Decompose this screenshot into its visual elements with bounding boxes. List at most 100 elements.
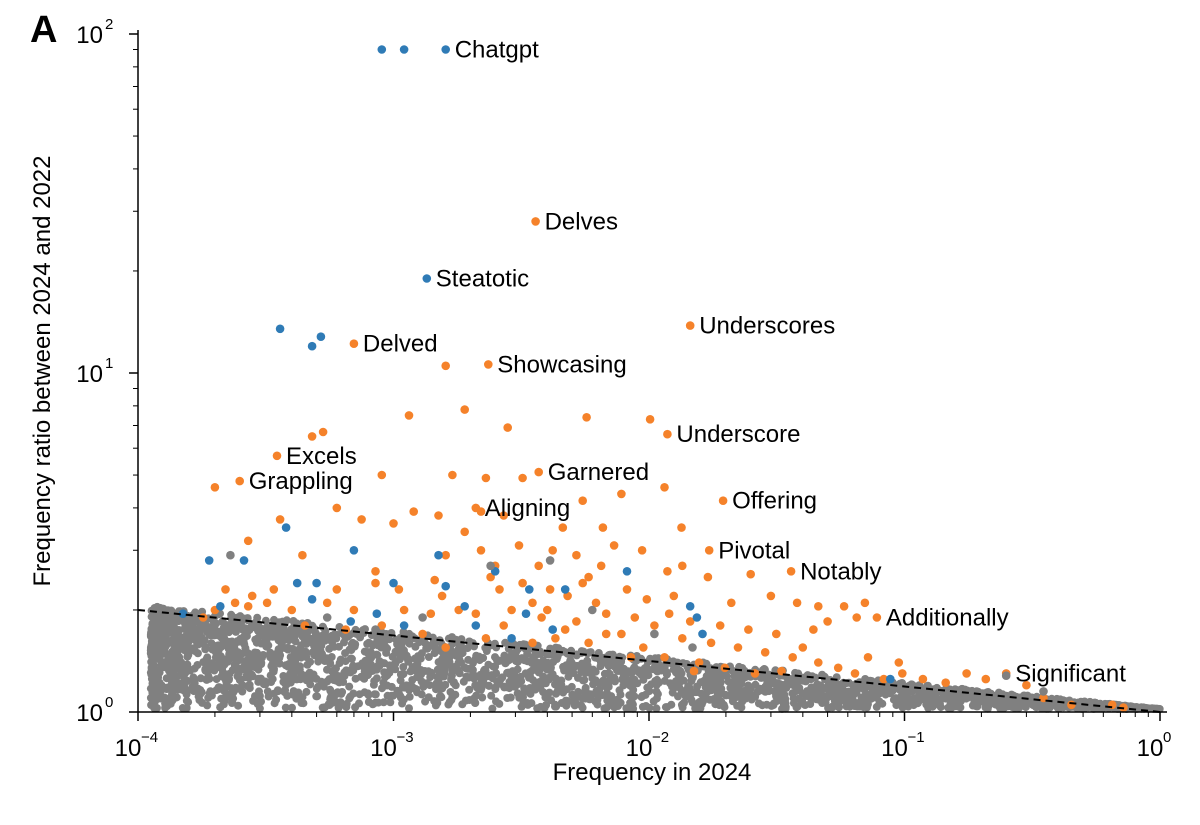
background-point xyxy=(461,696,470,705)
background-point xyxy=(383,644,392,653)
background-point xyxy=(614,657,623,666)
data-point-gray xyxy=(1039,687,1048,696)
data-point-blue xyxy=(204,556,214,565)
background-point xyxy=(190,635,199,644)
background-point xyxy=(177,658,186,667)
data-point-orange xyxy=(322,598,332,608)
background-point xyxy=(347,665,356,674)
data-point-orange xyxy=(272,451,282,461)
background-point xyxy=(297,641,306,650)
data-point-orange xyxy=(243,536,253,546)
data-point-blue xyxy=(525,585,534,594)
background-point xyxy=(325,644,334,653)
background-point xyxy=(876,699,885,708)
x-tick-exponent: −3 xyxy=(397,729,414,746)
background-point xyxy=(831,691,840,700)
background-point xyxy=(230,660,239,669)
data-point-orange xyxy=(941,678,950,687)
background-point xyxy=(212,675,221,684)
background-point xyxy=(506,693,515,702)
background-point xyxy=(615,663,624,672)
background-point xyxy=(349,689,358,698)
background-point xyxy=(189,619,198,628)
background-point xyxy=(654,678,663,687)
background-point xyxy=(284,643,293,652)
word-label: Garnered xyxy=(548,459,649,486)
background-point xyxy=(653,690,662,699)
background-point xyxy=(263,687,272,696)
background-point xyxy=(724,677,733,686)
background-point xyxy=(536,702,545,711)
background-point xyxy=(641,690,650,699)
data-point-orange xyxy=(809,625,818,634)
background-point xyxy=(637,670,645,679)
word-label: Delves xyxy=(545,208,618,235)
data-point-orange xyxy=(898,669,907,678)
background-point xyxy=(927,686,936,695)
background-point xyxy=(372,650,381,659)
data-point-gray xyxy=(371,625,380,634)
data-point-orange xyxy=(558,523,568,532)
background-point xyxy=(602,683,611,692)
background-point xyxy=(471,681,480,690)
background-point xyxy=(606,658,615,667)
background-point xyxy=(302,676,311,685)
background-point xyxy=(738,670,747,678)
background-point xyxy=(189,687,198,696)
background-point xyxy=(798,697,807,706)
word-label: Additionally xyxy=(886,605,1009,632)
data-point-orange xyxy=(660,653,669,662)
data-point-orange xyxy=(481,473,491,483)
data-point-orange xyxy=(460,527,470,537)
data-point-orange xyxy=(798,643,808,652)
background-point xyxy=(375,662,384,670)
data-point-orange xyxy=(528,598,537,608)
background-point xyxy=(732,687,741,696)
background-point xyxy=(716,672,725,681)
background-point xyxy=(674,692,682,701)
background-point xyxy=(364,698,373,706)
data-point-orange xyxy=(349,339,359,349)
background-point xyxy=(704,666,713,675)
data-point-orange xyxy=(495,585,504,594)
background-point xyxy=(223,682,232,691)
x-axis-label: Frequency in 2024 xyxy=(553,759,752,786)
data-point-orange xyxy=(918,674,928,684)
background-point xyxy=(708,678,717,687)
background-point xyxy=(640,664,649,673)
data-point-orange xyxy=(210,483,220,492)
data-point-orange xyxy=(298,550,307,560)
background-point xyxy=(312,647,321,656)
background-point xyxy=(730,672,739,681)
background-point xyxy=(579,676,588,685)
background-point xyxy=(482,647,491,655)
background-point xyxy=(692,688,701,697)
data-point-orange xyxy=(663,429,672,439)
background-point xyxy=(394,645,403,654)
background-point xyxy=(478,693,487,702)
data-point-blue xyxy=(377,45,387,54)
background-point xyxy=(225,654,234,663)
background-point xyxy=(773,679,782,688)
data-point-orange xyxy=(537,613,546,622)
data-point-orange xyxy=(578,496,587,506)
background-point xyxy=(355,699,363,708)
background-point xyxy=(281,661,290,670)
background-point xyxy=(1077,704,1086,713)
background-point xyxy=(606,673,615,682)
background-point xyxy=(397,693,405,702)
background-point xyxy=(759,673,768,682)
word-label: Excels xyxy=(286,443,357,470)
background-point xyxy=(510,670,519,679)
data-point-orange xyxy=(622,585,632,594)
background-point xyxy=(272,650,281,658)
background-point xyxy=(445,658,454,667)
data-point-orange xyxy=(499,511,509,520)
data-point-blue xyxy=(441,45,451,54)
background-point xyxy=(490,640,499,649)
background-point xyxy=(909,694,918,703)
y-tick-label: 10 xyxy=(76,361,103,388)
background-point xyxy=(562,700,571,709)
background-point xyxy=(828,703,837,712)
background-point xyxy=(424,653,433,661)
